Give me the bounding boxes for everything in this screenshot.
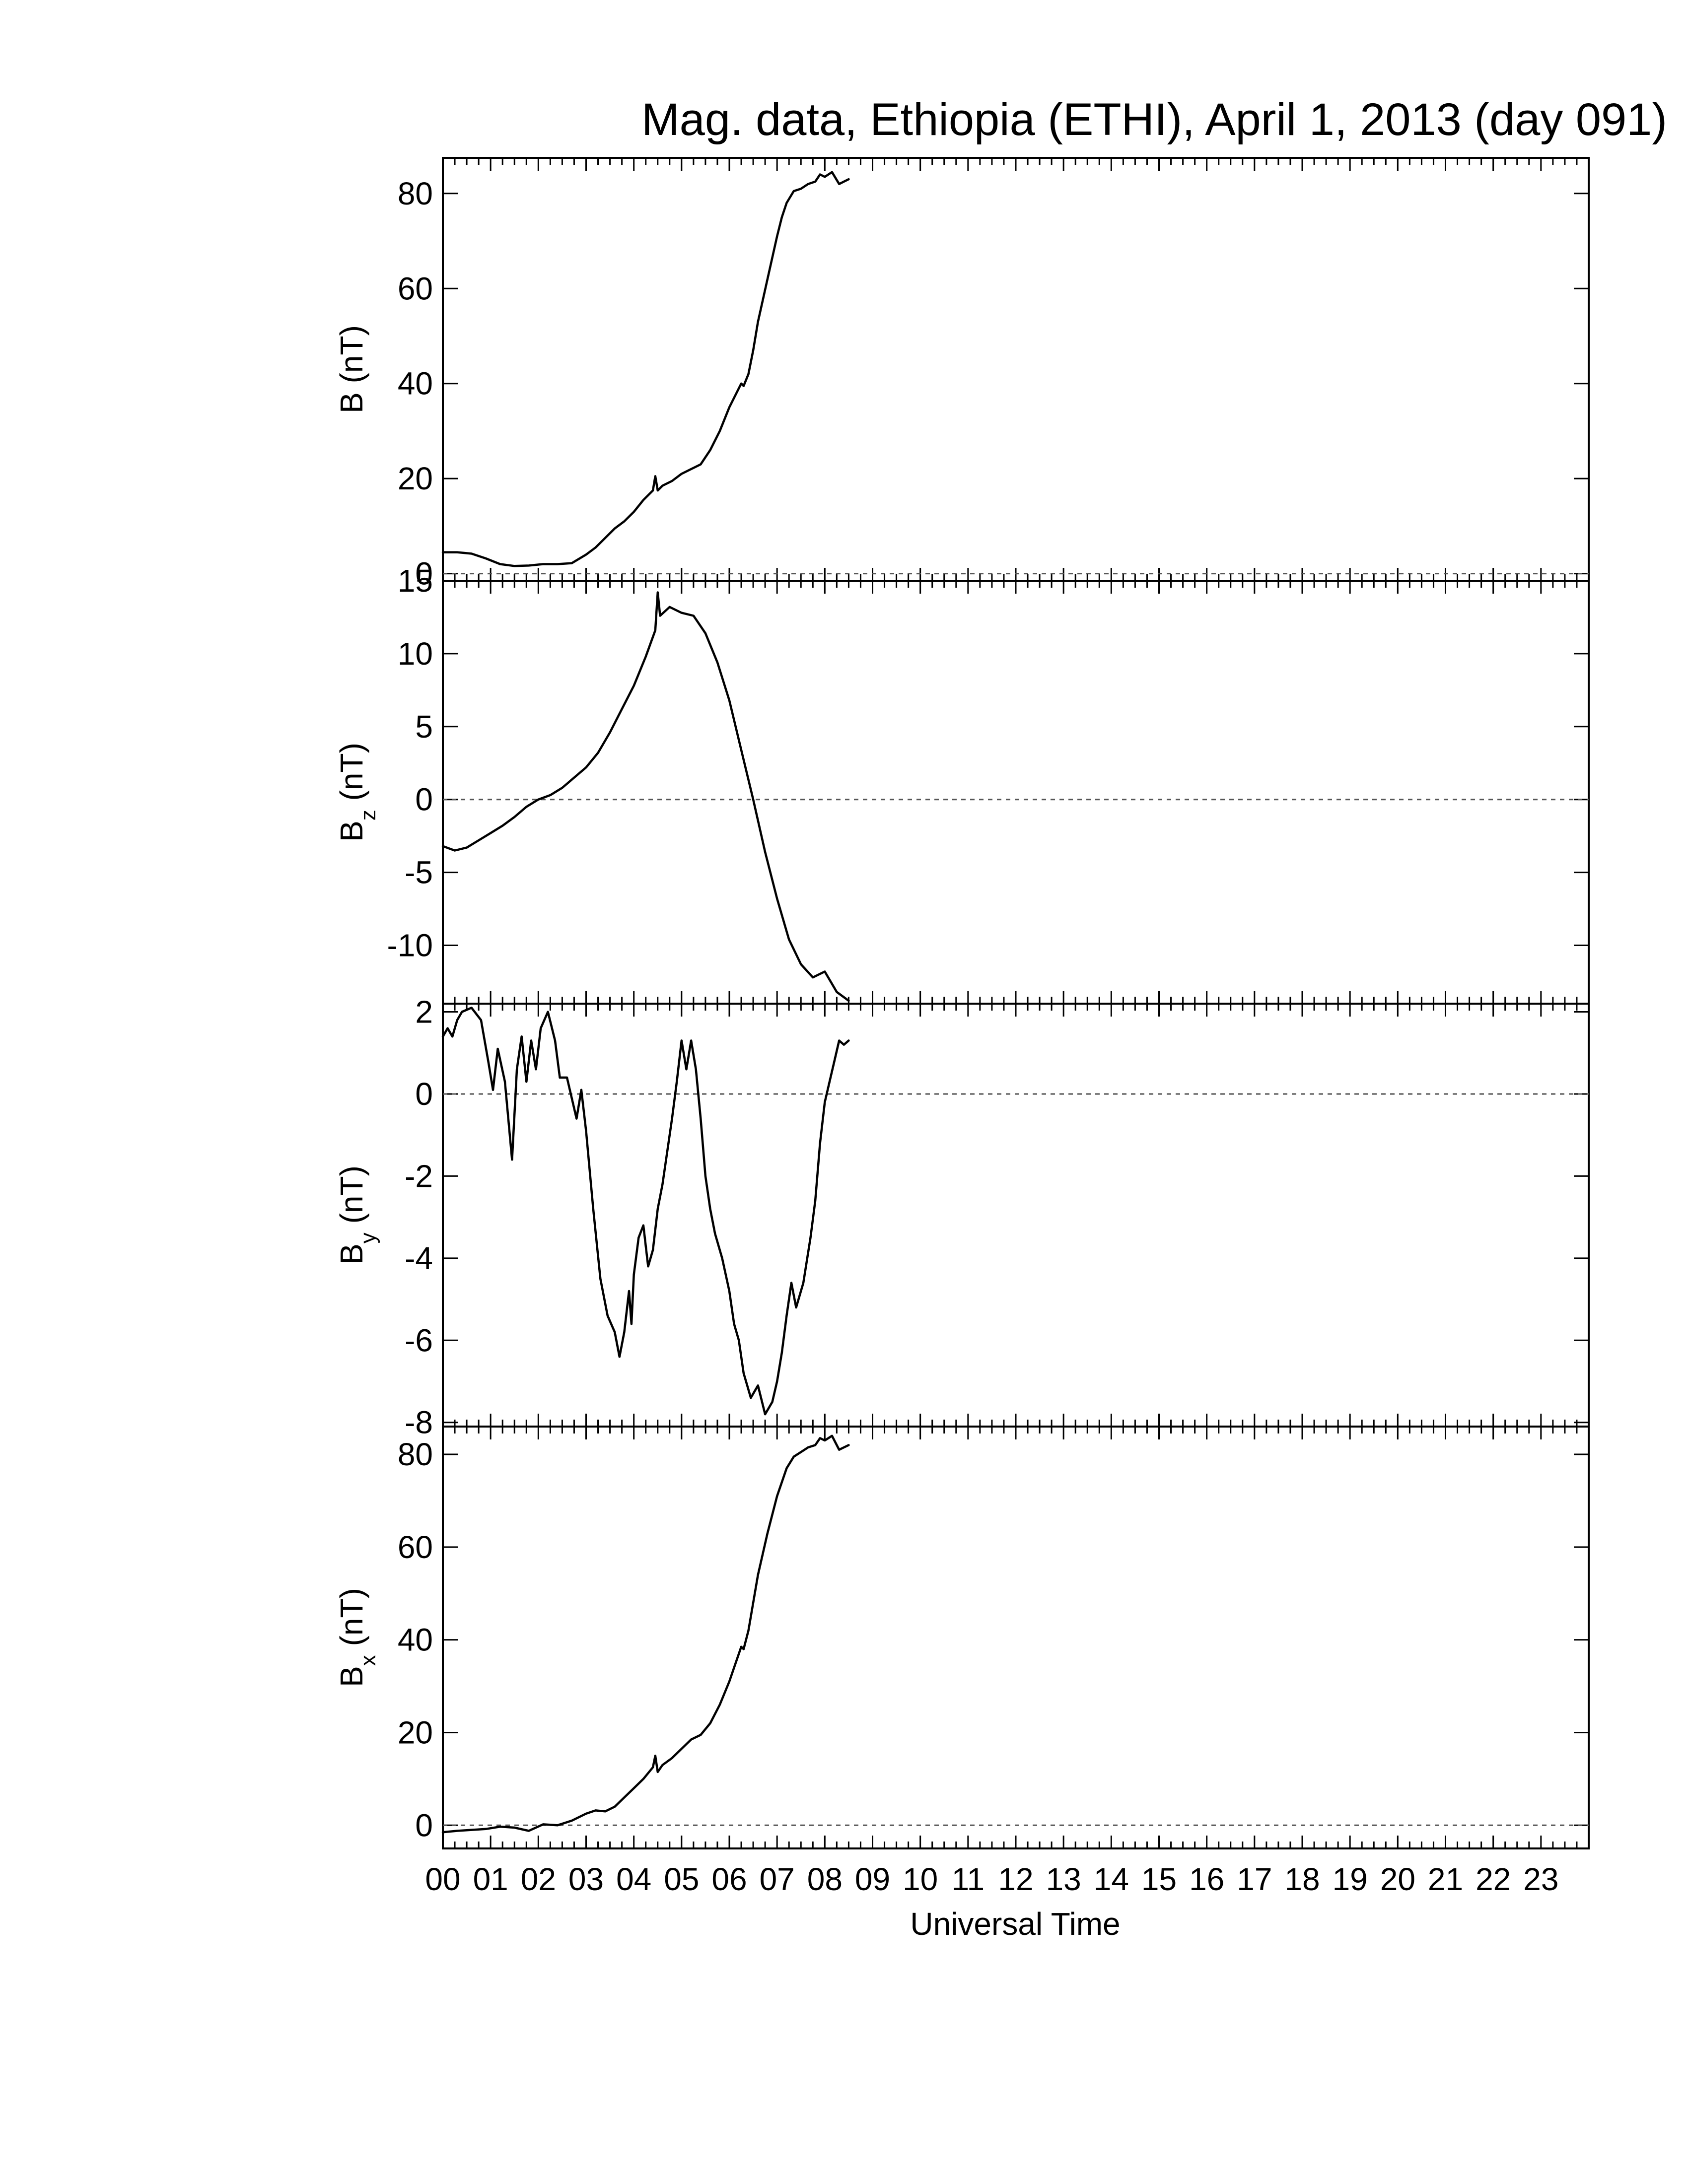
x-tick-label: 15	[1141, 1861, 1177, 1897]
x-tick-label: 07	[760, 1861, 795, 1897]
x-tick-label: 00	[425, 1861, 460, 1897]
panel-Bx-y-tick-label: 60	[398, 1529, 433, 1565]
panel-B-frame	[442, 157, 1590, 582]
panel-B: 0 20 40 60 80 B (nT)	[334, 157, 1590, 592]
panel-By-y-tick-label: 2	[415, 994, 433, 1030]
y-axis-title-unit: (nT)	[334, 1165, 369, 1232]
x-tick-label: 12	[998, 1861, 1033, 1897]
panel-Bz-y-tick-label: 5	[415, 709, 433, 745]
x-tick-label: 20	[1380, 1861, 1415, 1897]
panel-By-y-tick-label: -8	[405, 1405, 433, 1440]
panel-Bx-y-tick-label: 0	[415, 1807, 433, 1843]
panel-Bx-frame	[442, 1426, 1590, 1849]
y-axis-title-symbol: B	[334, 820, 369, 842]
panel-Bz-frame	[442, 580, 1590, 1005]
panel-Bz-series-line	[441, 591, 850, 1002]
x-tick-label: 08	[807, 1861, 843, 1897]
y-axis-title-subscript: y	[356, 1232, 380, 1243]
panel-By-series-line	[441, 1007, 850, 1416]
panel-Bx-y-tick-label: 20	[398, 1714, 433, 1750]
x-tick-label: 23	[1523, 1861, 1558, 1897]
y-axis-title-symbol: B	[334, 1243, 369, 1265]
panel-Bz: -10 -5 0 5 10 15 Bz (nT)	[334, 563, 1590, 1005]
panel-Bx: 0 20 40 60 80 Bx (nT)	[334, 1426, 1590, 1849]
panel-By-frame	[442, 1003, 1590, 1428]
panel-B-y-tick-label: 60	[398, 271, 433, 306]
x-tick-label: 10	[903, 1861, 938, 1897]
x-tick-label: 04	[616, 1861, 651, 1897]
x-tick-label: 13	[1046, 1861, 1081, 1897]
x-axis-title: Universal Time	[910, 1906, 1120, 1942]
panel-Bz-y-axis-title: Bz (nT)	[334, 743, 380, 842]
y-axis-title-symbol: B	[334, 392, 369, 413]
panel-B-y-tick-label: 80	[398, 176, 433, 211]
x-tick-label: 01	[473, 1861, 508, 1897]
x-tick-label: 09	[855, 1861, 890, 1897]
panel-By-y-tick-label: -6	[405, 1322, 433, 1358]
figure-title: Mag. data, Ethiopia (ETHI), April 1, 201…	[641, 94, 1667, 145]
panel-Bx-y-tick-label: 40	[398, 1622, 433, 1658]
panel-Bz-y-tick-label: -10	[387, 927, 433, 963]
panel-By-y-axis-title: By (nT)	[334, 1165, 380, 1265]
panel-Bz-y-tick-label: 15	[398, 563, 433, 599]
x-tick-label: 03	[568, 1861, 604, 1897]
panel-Bz-y-tick-label: 10	[398, 636, 433, 672]
panel-Bx-series-line	[441, 1434, 850, 1834]
panel-B-y-tick-label: 20	[398, 461, 433, 496]
x-tick-label: 16	[1189, 1861, 1224, 1897]
panel-B-y-tick-label: 0	[415, 556, 433, 592]
panel-By-y-tick-label: -2	[405, 1158, 433, 1194]
x-axis: 00 01 02 03 04 05 06 07 08 09 10 11 12 13 14 15 16 17 18 19…	[425, 1861, 1558, 1897]
panel-By-y-tick-label: -4	[405, 1240, 433, 1276]
x-tick-label: 06	[711, 1861, 747, 1897]
panel-By-y-tick-label: 0	[415, 1076, 433, 1112]
y-axis-title-subscript: z	[356, 810, 380, 820]
x-tick-label: 05	[664, 1861, 699, 1897]
y-axis-title-unit: (nT)	[334, 1588, 369, 1655]
y-axis-title-symbol: B	[334, 1666, 369, 1687]
y-axis-title-unit: (nT)	[334, 743, 369, 810]
panel-Bz-y-tick-label: -5	[405, 855, 433, 890]
x-tick-label: 21	[1428, 1861, 1463, 1897]
x-tick-label: 14	[1094, 1861, 1129, 1897]
panel-Bz-y-tick-label: 0	[415, 782, 433, 818]
panel-B-series-line	[441, 171, 850, 567]
x-tick-label: 11	[952, 1861, 985, 1897]
x-tick-label: 22	[1476, 1861, 1511, 1897]
y-axis-title-subscript: x	[356, 1655, 380, 1666]
panel-B-y-axis-title: B (nT)	[334, 325, 369, 413]
x-tick-label: 02	[521, 1861, 556, 1897]
y-axis-title-unit: (nT)	[334, 325, 369, 392]
x-tick-label: 18	[1284, 1861, 1320, 1897]
x-tick-label: 17	[1237, 1861, 1272, 1897]
panel-Bx-y-axis-title: Bx (nT)	[334, 1588, 380, 1687]
panel-B-y-tick-label: 40	[398, 366, 433, 402]
x-tick-label: 19	[1333, 1861, 1368, 1897]
panel-By: -8 -6 -4 -2 0 2 By (nT)	[334, 994, 1590, 1440]
panel-Bx-y-tick-label: 80	[398, 1436, 433, 1472]
